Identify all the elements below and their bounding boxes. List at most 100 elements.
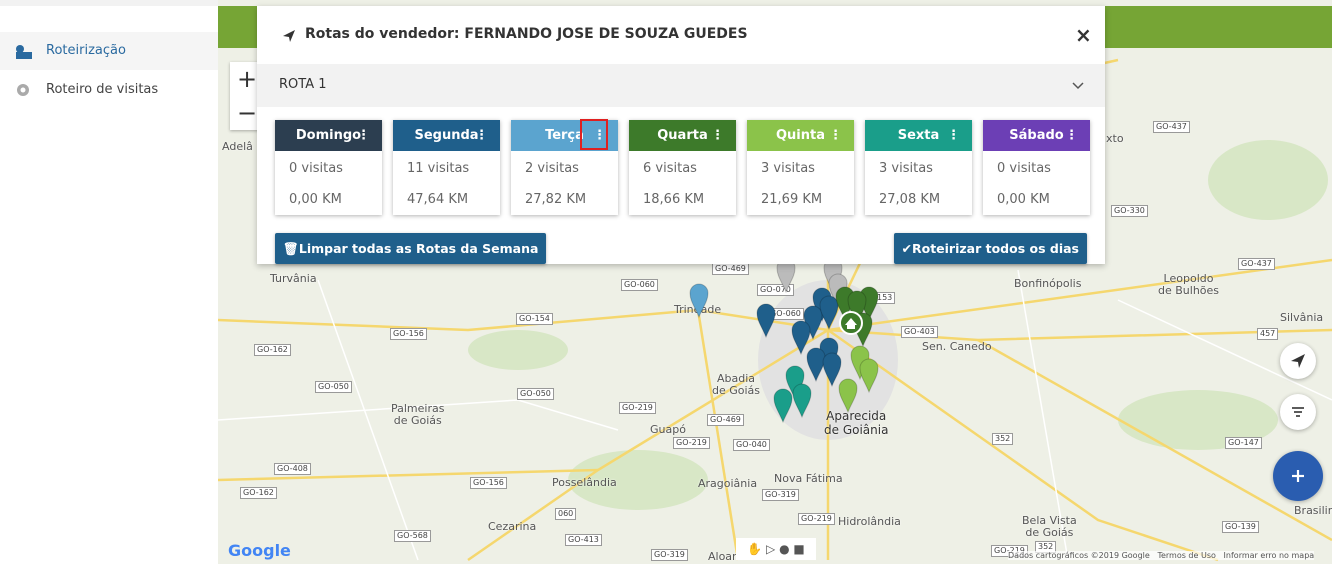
road-label: GO-437 xyxy=(1238,258,1275,270)
map-pin[interactable] xyxy=(859,358,879,394)
road-label: GO-060 xyxy=(621,279,658,291)
map-pin[interactable] xyxy=(773,388,793,424)
day-name: Terça xyxy=(545,128,584,143)
nav-label[interactable]: Roteirização xyxy=(46,43,126,58)
day-card[interactable]: Sábado ⋮ 0 visitas 0,00 KM xyxy=(983,120,1090,215)
day-header: Segunda ⋮ xyxy=(393,120,500,151)
road-label: GO-050 xyxy=(517,388,554,400)
day-visits: 0 visitas xyxy=(997,161,1051,176)
day-header: Quinta ⋮ xyxy=(747,120,854,151)
report-link[interactable]: Informar erro no mapa xyxy=(1223,551,1315,560)
home-marker[interactable] xyxy=(839,311,863,335)
road-label: GO-403 xyxy=(901,326,938,338)
day-distance: 47,64 KM xyxy=(407,192,469,207)
place-label: Posselândia xyxy=(552,476,617,489)
day-card[interactable]: Domingo ⋮ 0 visitas 0,00 KM xyxy=(275,120,382,215)
draw-tools[interactable]: ✋ ▷ ● ■ xyxy=(736,538,816,560)
navigate-icon xyxy=(283,30,295,42)
day-menu[interactable]: ⋮ xyxy=(475,128,488,143)
map-pin[interactable] xyxy=(806,347,826,383)
road-label: 060 xyxy=(555,508,577,520)
close-button[interactable]: × xyxy=(1075,23,1092,47)
road-label: GO-154 xyxy=(516,313,553,325)
road-label: GO-319 xyxy=(762,489,799,501)
copyright: Dados cartográficos ©2019 Google xyxy=(1008,551,1150,560)
map-pin[interactable] xyxy=(756,303,776,339)
place-label: Nova Fátima xyxy=(774,472,843,485)
filter-button[interactable] xyxy=(1280,394,1316,430)
place-label: Aloan xyxy=(708,550,740,563)
locate-button[interactable] xyxy=(1280,343,1316,379)
road-label: GO-162 xyxy=(240,487,277,499)
day-header: Sábado ⋮ xyxy=(983,120,1090,151)
road-label: GO-330 xyxy=(1111,205,1148,217)
road-label: GO-147 xyxy=(1225,437,1262,449)
place-label: Hidrolândia xyxy=(838,515,901,528)
map-pin[interactable] xyxy=(822,352,842,388)
place-label: Silvânia xyxy=(1280,311,1324,324)
road-label: GO-040 xyxy=(733,439,770,451)
zoom-in[interactable]: + xyxy=(236,65,258,93)
day-visits: 11 visitas xyxy=(407,161,470,176)
day-card[interactable]: Segunda ⋮ 11 visitas 47,64 KM xyxy=(393,120,500,215)
place-label: Turvânia xyxy=(270,272,317,285)
place-label: Palmeiras de Goiás xyxy=(391,402,445,427)
road-label: GO-568 xyxy=(394,530,431,542)
route-all-button[interactable]: ✔Roteirizar todos os dias xyxy=(893,233,1087,264)
day-header: Terça ⋮ xyxy=(511,120,618,151)
map-pin[interactable] xyxy=(689,283,709,319)
day-visits: 3 visitas xyxy=(761,161,815,176)
button-label: Roteirizar todos os dias xyxy=(911,241,1079,256)
place-label: Aragoiânia xyxy=(698,477,758,490)
day-card[interactable]: Quarta ⋮ 6 visitas 18,66 KM xyxy=(629,120,736,215)
add-button[interactable] xyxy=(1273,451,1323,501)
day-menu[interactable]: ⋮ xyxy=(711,128,724,143)
map-pin[interactable] xyxy=(792,383,812,419)
day-distance: 27,08 KM xyxy=(879,192,941,207)
day-name: Quinta xyxy=(775,128,825,143)
map-markers xyxy=(689,258,879,424)
map-pin[interactable] xyxy=(819,295,839,331)
day-header: Domingo ⋮ xyxy=(275,120,382,151)
terms-link[interactable]: Termos de Uso xyxy=(1157,551,1216,560)
road-label: GO-219 xyxy=(619,402,656,414)
day-card[interactable]: Sexta ⋮ 3 visitas 27,08 KM xyxy=(865,120,972,215)
clear-button[interactable]: 🗑Limpar todas as Rotas da Semana xyxy=(275,233,547,264)
road-label: GO-139 xyxy=(1222,521,1259,533)
day-card[interactable]: Terça ⋮ 2 visitas 27,82 KM xyxy=(511,120,618,215)
day-card[interactable]: Quinta ⋮ 3 visitas 21,69 KM xyxy=(747,120,854,215)
map-pin[interactable] xyxy=(838,378,858,414)
map-pin[interactable] xyxy=(791,320,811,356)
route-name: ROTA 1 xyxy=(279,77,327,92)
day-visits: 3 visitas xyxy=(879,161,933,176)
nav-item[interactable]: Roteiro de visitas xyxy=(0,71,218,109)
road-label: GO-156 xyxy=(390,328,427,340)
nav-label[interactable]: Roteiro de visitas xyxy=(46,82,159,97)
route-icon xyxy=(16,45,32,59)
routes-modal: Rotas do vendedor: FERNANDO JOSE DE SOUZ… xyxy=(257,6,1105,264)
button-label: Limpar todas as Rotas da Semana xyxy=(298,241,539,256)
day-distance: 0,00 KM xyxy=(997,192,1050,207)
nav-item[interactable]: Roteirização xyxy=(0,32,218,70)
place-label: Bonfinópolis xyxy=(1014,277,1082,290)
day-menu[interactable]: ⋮ xyxy=(947,128,960,143)
road-label: GO-413 xyxy=(565,534,602,546)
day-header: Sexta ⋮ xyxy=(865,120,972,151)
place-label: Guapó xyxy=(650,423,686,436)
place-label: Adelâ xyxy=(222,140,253,153)
map-pin[interactable] xyxy=(847,290,867,326)
road-label: GO-050 xyxy=(315,381,352,393)
zoom-out[interactable]: − xyxy=(236,99,258,127)
road-label: 352 xyxy=(992,433,1014,445)
day-distance: 0,00 KM xyxy=(289,192,342,207)
route-row[interactable]: ROTA 1 xyxy=(257,64,1105,107)
day-menu[interactable]: ⋮ xyxy=(1065,128,1078,143)
place-label: xto xyxy=(1106,132,1124,145)
day-menu[interactable]: ⋮ xyxy=(593,128,606,143)
day-name: Quarta xyxy=(657,128,708,143)
road-label: GO-469 xyxy=(707,414,744,426)
road-label: GO-219 xyxy=(673,437,710,449)
day-menu[interactable]: ⋮ xyxy=(829,128,842,143)
day-menu[interactable]: ⋮ xyxy=(357,128,370,143)
